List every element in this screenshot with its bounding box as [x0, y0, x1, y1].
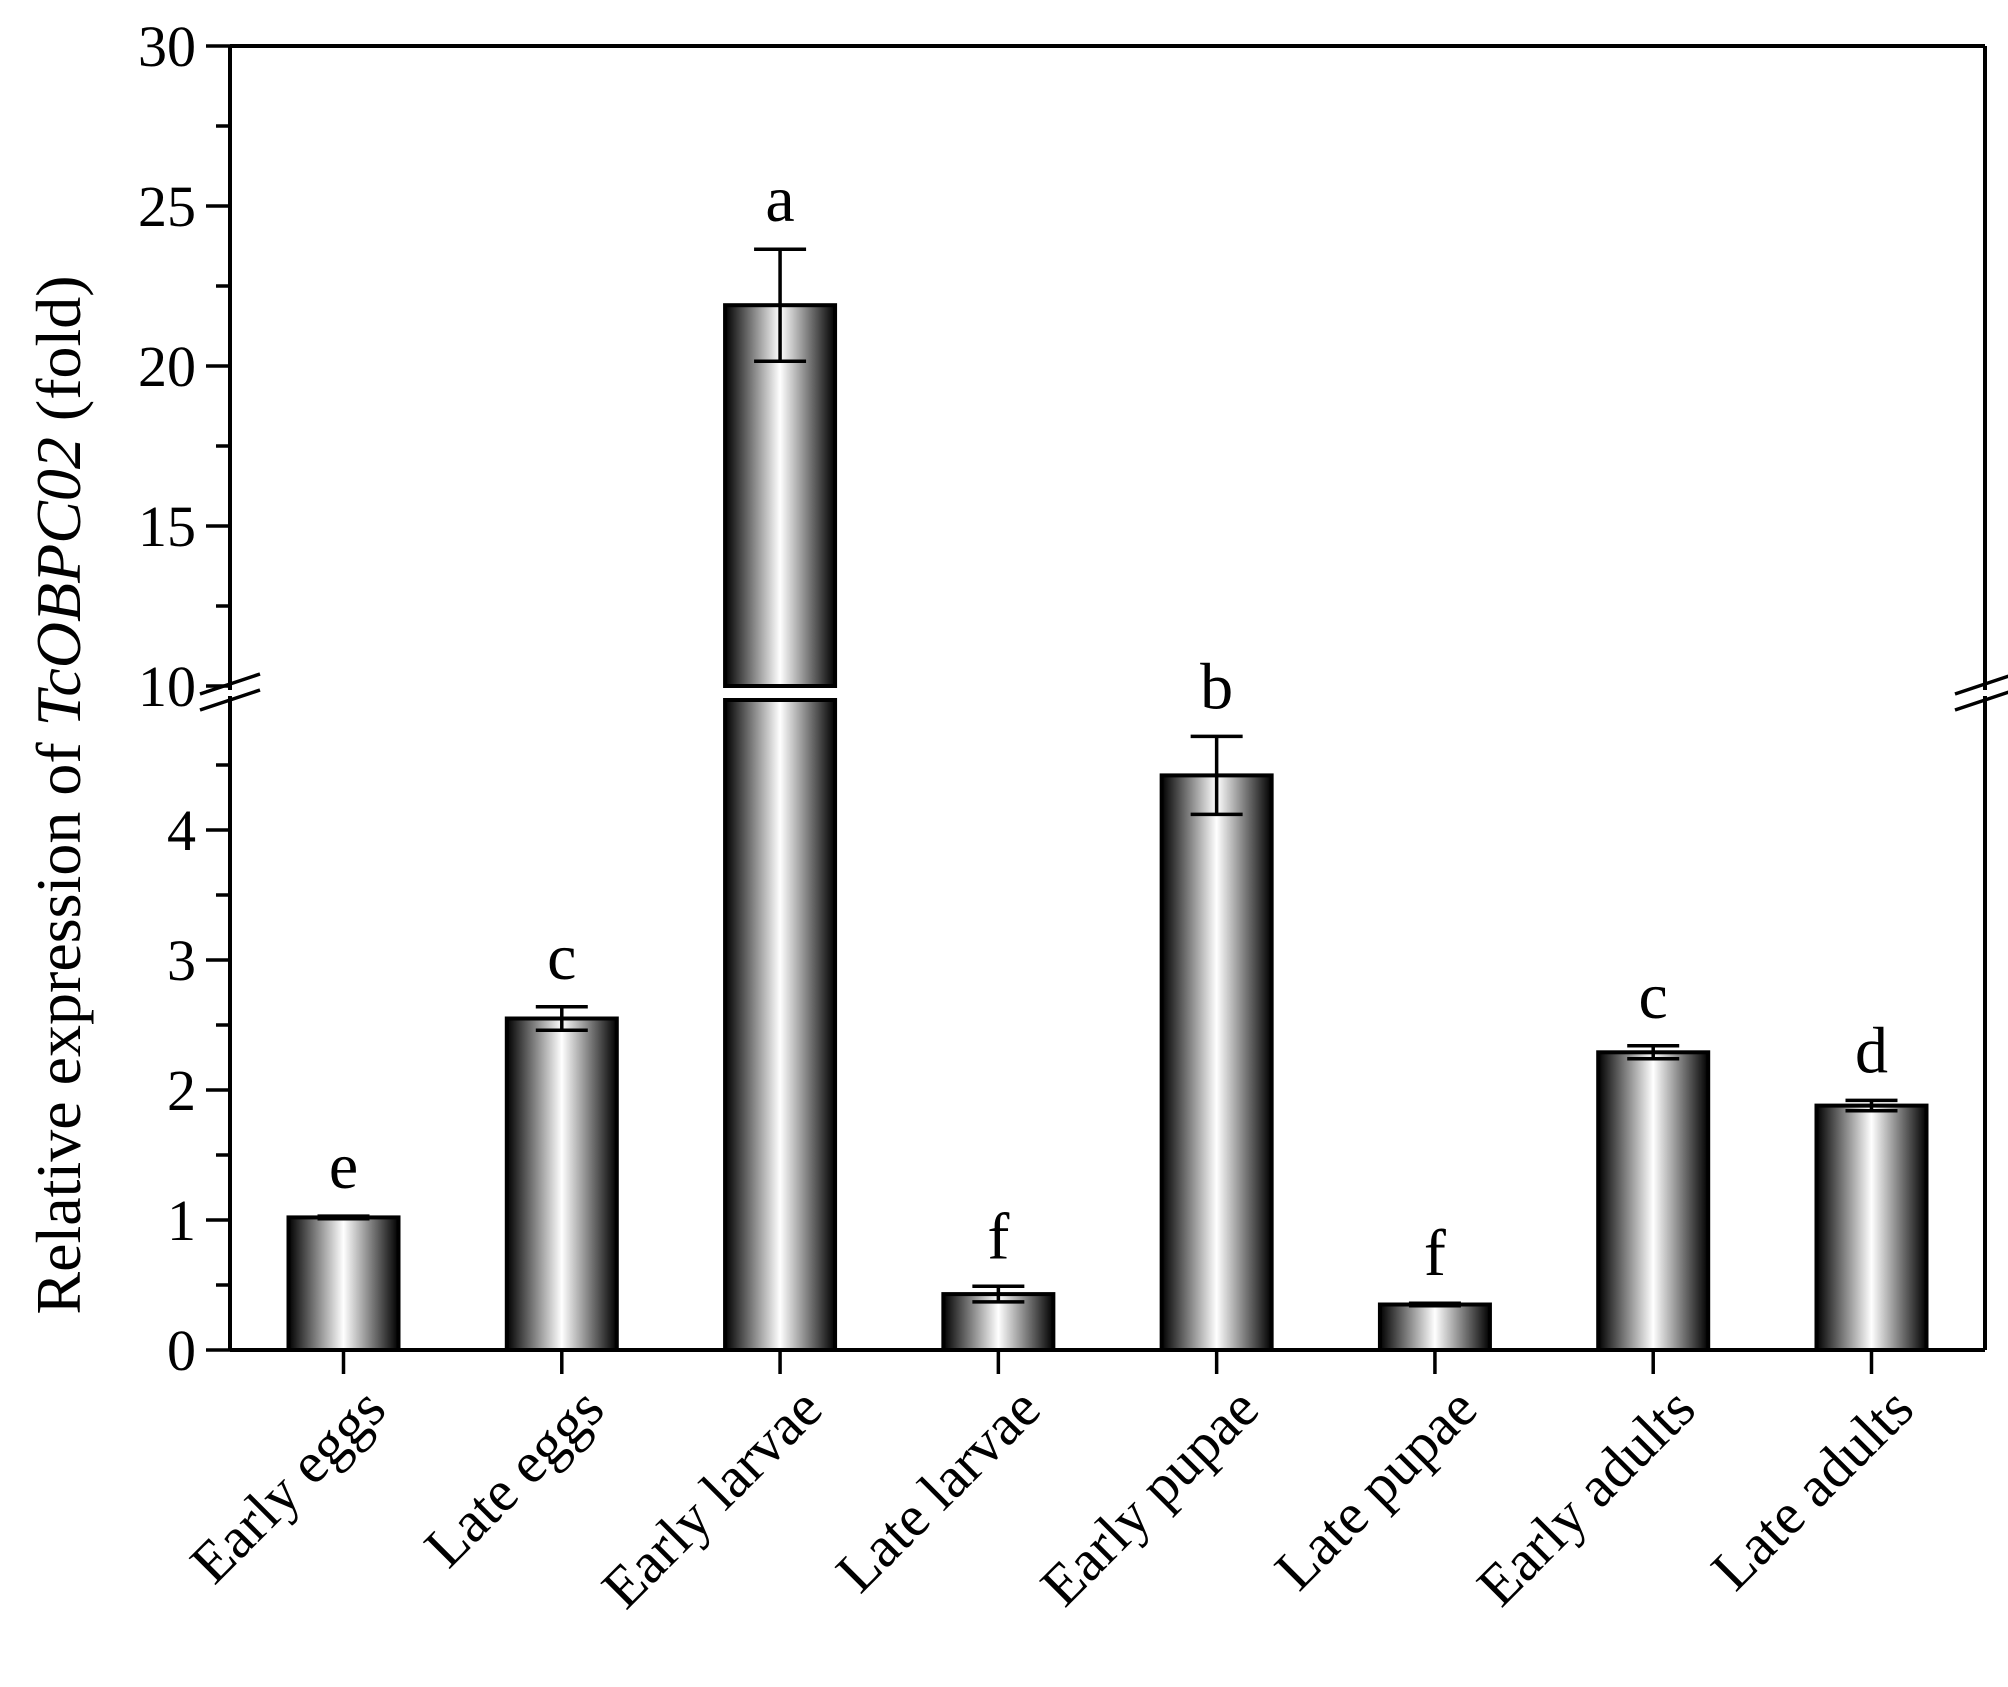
significance-label: a: [765, 163, 794, 236]
significance-label: f: [1424, 1217, 1446, 1290]
bar-upper-segment: [723, 303, 838, 688]
labels-group: e Early eggs c Late eggs a Early larvae f Late …: [138, 14, 1926, 1620]
category-label: Late larvae: [823, 1375, 1052, 1604]
y-axis-title-prefix: Relative expression of: [23, 726, 94, 1314]
y-tick-label: 4: [167, 798, 196, 863]
bar: [1814, 1103, 1929, 1352]
axis-break-mark: [1954, 674, 2008, 696]
significance-label: c: [1639, 960, 1668, 1033]
y-tick-label: 2: [167, 1058, 196, 1123]
category-label: Early adults: [1464, 1375, 1707, 1618]
error-bars-group: [317, 247, 1898, 1308]
significance-label: c: [547, 921, 576, 994]
bar: [504, 1016, 619, 1352]
y-axis-title-suffix: (fold): [23, 275, 94, 437]
category-label: Late adults: [1699, 1375, 1926, 1602]
y-tick-label: 20: [138, 334, 196, 399]
y-axis-title: Relative expression of TcOBPC02 (fold): [23, 275, 94, 1314]
y-tick-label: 1: [167, 1188, 196, 1253]
significance-label: d: [1855, 1014, 1888, 1087]
significance-label: b: [1200, 650, 1233, 723]
category-label: Late pupae: [1262, 1375, 1489, 1602]
category-label: Late eggs: [412, 1375, 616, 1579]
category-label: Early pupae: [1028, 1375, 1271, 1618]
significance-label: f: [987, 1200, 1009, 1273]
axis-break-mark: [1954, 690, 2008, 712]
y-tick-label: 25: [138, 174, 196, 239]
axes-group: [199, 44, 2008, 1374]
bar: [1377, 1302, 1492, 1352]
bar-lower-segment: [723, 698, 838, 1352]
y-tick-label: 3: [167, 928, 196, 993]
y-axis-title-gene: TcOBPC02: [23, 437, 94, 726]
bar-break-gap: [721, 688, 840, 698]
y-tick-label: 0: [167, 1318, 196, 1383]
y-tick-label: 30: [138, 14, 196, 79]
y-tick-label: 10: [138, 654, 196, 719]
bars-group: [286, 303, 1929, 1353]
significance-label: e: [329, 1130, 358, 1203]
y-tick-label: 15: [138, 494, 196, 559]
axis-break-mark: [199, 688, 261, 712]
bar: [286, 1215, 401, 1353]
bar: [1596, 1050, 1711, 1353]
category-label: Early eggs: [177, 1375, 397, 1595]
bar: [1159, 773, 1274, 1352]
axis-break-mark: [199, 672, 261, 696]
category-label: Early larvae: [589, 1375, 834, 1620]
